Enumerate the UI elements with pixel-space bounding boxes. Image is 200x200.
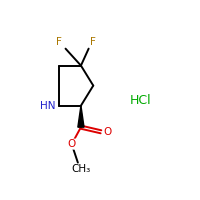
Text: HCl: HCl [130, 95, 152, 108]
Text: CH₃: CH₃ [71, 164, 91, 174]
Polygon shape [78, 106, 84, 127]
Text: F: F [56, 37, 62, 47]
Text: O: O [103, 127, 112, 137]
Text: HN: HN [40, 101, 56, 111]
Text: F: F [90, 37, 96, 47]
Text: O: O [68, 139, 76, 149]
